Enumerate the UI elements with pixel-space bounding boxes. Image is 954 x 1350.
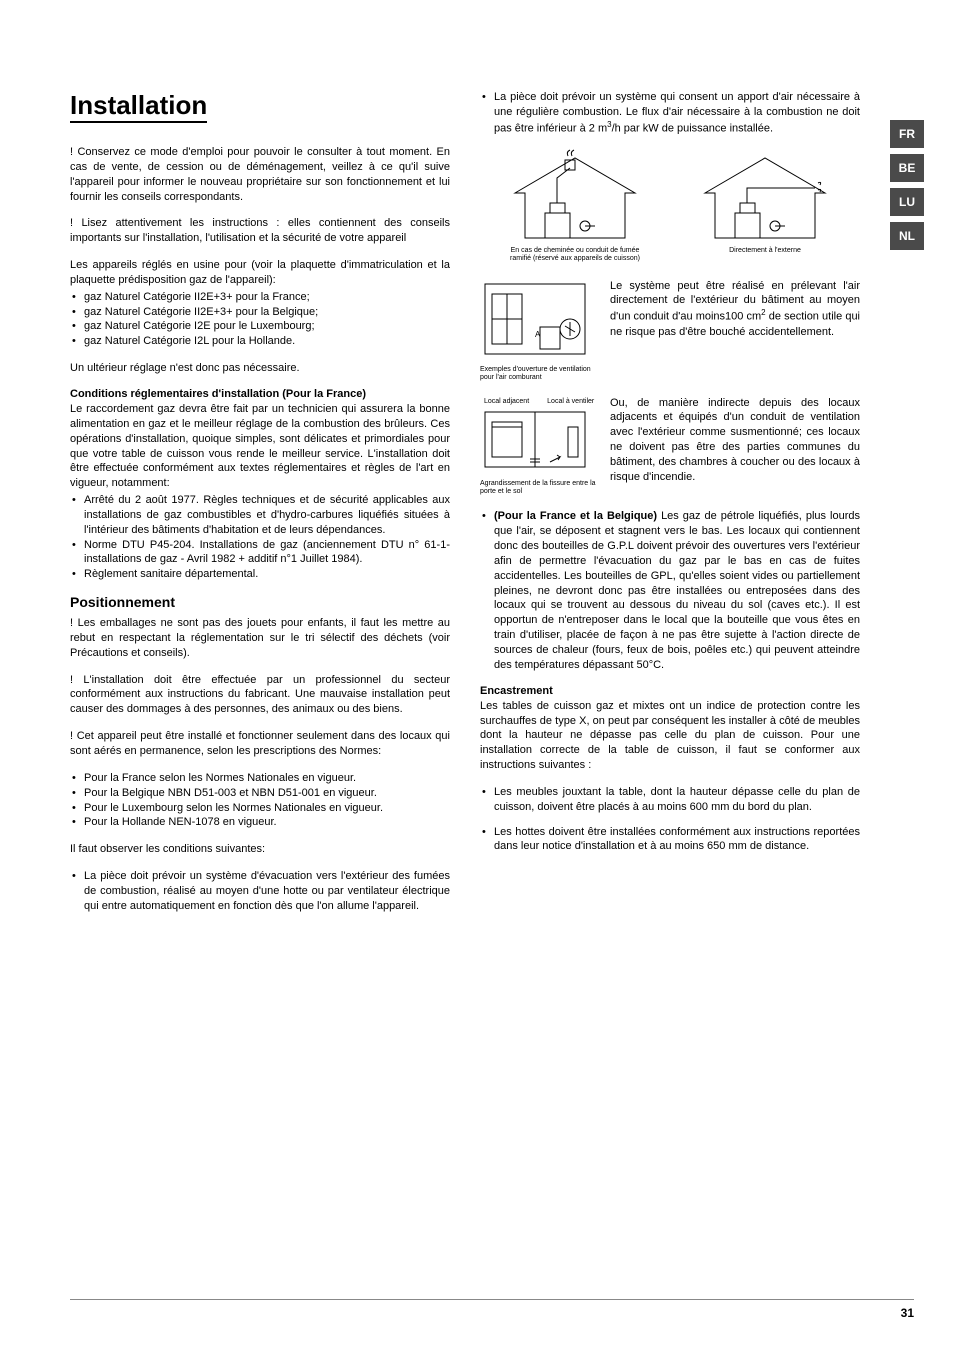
left-column: Installation ! Conservez ce mode d'emplo… [70,90,450,926]
para-read-instructions: ! Lisez attentivement les instructions :… [70,216,450,246]
norm-item: Pour la Belgique NBN D51-003 et NBN D51-… [70,786,450,801]
ventilation-block-1: A Exemples d'ouverture de ventilation po… [480,279,860,382]
caption-chimney: En cas de cheminée ou conduit de fumée r… [505,247,645,262]
house-diagram-chimney: En cas de cheminée ou conduit de fumée r… [505,148,645,262]
norm-item: Pour le Luxembourg selon les Normes Nati… [70,801,450,816]
conditions-list-left: La pièce doit prévoir un système d'évacu… [70,869,450,914]
norm-item: Pour la France selon les Normes National… [70,771,450,786]
norm-item: Pour la Hollande NEN-1078 en vigueur. [70,815,450,830]
reg-item: Arrêté du 2 août 1977. Règles techniques… [70,493,450,538]
lang-tab-lu[interactable]: LU [890,188,924,216]
label-adjacent: Local adjacent [484,398,529,406]
reg-item: Norme DTU P45-204. Installations de gaz … [70,538,450,568]
para-factory-set: Les appareils réglés en usine pour (voir… [70,258,450,288]
ventilation-block-2: Local adjacent Local à ventiler Agrandis… [480,396,860,496]
caption-direct: Directement à l'externe [695,247,835,255]
ventilation-diagram: A Exemples d'ouverture de ventilation po… [480,279,600,382]
para-packaging: ! Les emballages ne sont pas des jouets … [70,616,450,661]
lang-tab-nl[interactable]: NL [890,222,924,250]
page-number: 31 [901,1306,914,1320]
gas-item: gaz Naturel Catégorie I2E pour le Luxemb… [70,319,450,334]
enc-item: Les meubles jouxtant la table, dont la h… [480,785,860,815]
label-ventilate: Local à ventiler [547,398,594,406]
footer-rule [70,1299,914,1300]
condition-lpg: (Pour la France et la Belgique) Les gaz … [480,509,860,672]
right-column: La pièce doit prévoir un système qui con… [480,90,860,926]
lang-tab-be[interactable]: BE [890,154,924,182]
condition-air-supply: La pièce doit prévoir un système qui con… [480,90,860,136]
lang-tab-fr[interactable]: FR [890,120,924,148]
language-tabs: FR BE LU NL [890,120,924,250]
caption-ventilation: Exemples d'ouverture de ventilation pour… [480,366,600,381]
svg-text:A: A [535,330,541,339]
para-no-adjustment: Un ultérieur réglage n'est donc pas néce… [70,361,450,376]
heading-positioning: Positionnement [70,594,450,610]
para-keep-manual: ! Conservez ce mode d'emploi pour pouvoi… [70,145,450,204]
gas-category-list: gaz Naturel Catégorie II2E+3+ pour la Fr… [70,290,450,349]
condition-lpg-list: (Pour la France et la Belgique) Les gaz … [480,509,860,672]
text-direct-air: Le système peut être réalisé en prélevan… [610,279,860,382]
gas-item: gaz Naturel Catégorie II2E+3+ pour la Fr… [70,290,450,305]
adjacent-room-diagram: Local adjacent Local à ventiler Agrandis… [480,396,600,496]
encastrement-list: Les meubles jouxtant la table, dont la h… [480,785,860,854]
text-indirect-air: Ou, de manière indirecte depuis des loca… [610,396,860,496]
main-content: Installation ! Conservez ce mode d'emplo… [70,90,914,926]
reg-item: Règlement sanitaire départemental. [70,567,450,582]
norms-list: Pour la France selon les Normes National… [70,771,450,830]
house-diagram-direct: Directement à l'externe [695,148,835,262]
conditions-list-right: La pièce doit prévoir un système qui con… [480,90,860,136]
heading-conditions: Conditions réglementaires d'installation… [70,388,450,400]
gas-item: gaz Naturel Catégorie I2L pour la Hollan… [70,334,450,349]
page-title: Installation [70,90,207,123]
para-ventilated-rooms: ! Cet appareil peut être installé et fon… [70,729,450,759]
condition-evacuation: La pièce doit prévoir un système d'évacu… [70,869,450,914]
gas-item: gaz Naturel Catégorie II2E+3+ pour la Be… [70,305,450,320]
para-observe-conditions: Il faut observer les conditions suivante… [70,842,450,857]
para-professional-install: ! L'installation doit être effectuée par… [70,673,450,718]
para-encastrement: Les tables de cuisson gaz et mixtes ont … [480,699,860,773]
heading-encastrement: Encastrement [480,685,860,697]
caption-door-gap: Agrandissement de la fissure entre la po… [480,480,600,495]
regulations-list: Arrêté du 2 août 1977. Règles techniques… [70,493,450,582]
enc-item: Les hottes doivent être installées confo… [480,825,860,855]
para-gas-connection: Le raccordement gaz devra être fait par … [70,402,450,491]
chimney-diagram-row: En cas de cheminée ou conduit de fumée r… [480,148,860,262]
